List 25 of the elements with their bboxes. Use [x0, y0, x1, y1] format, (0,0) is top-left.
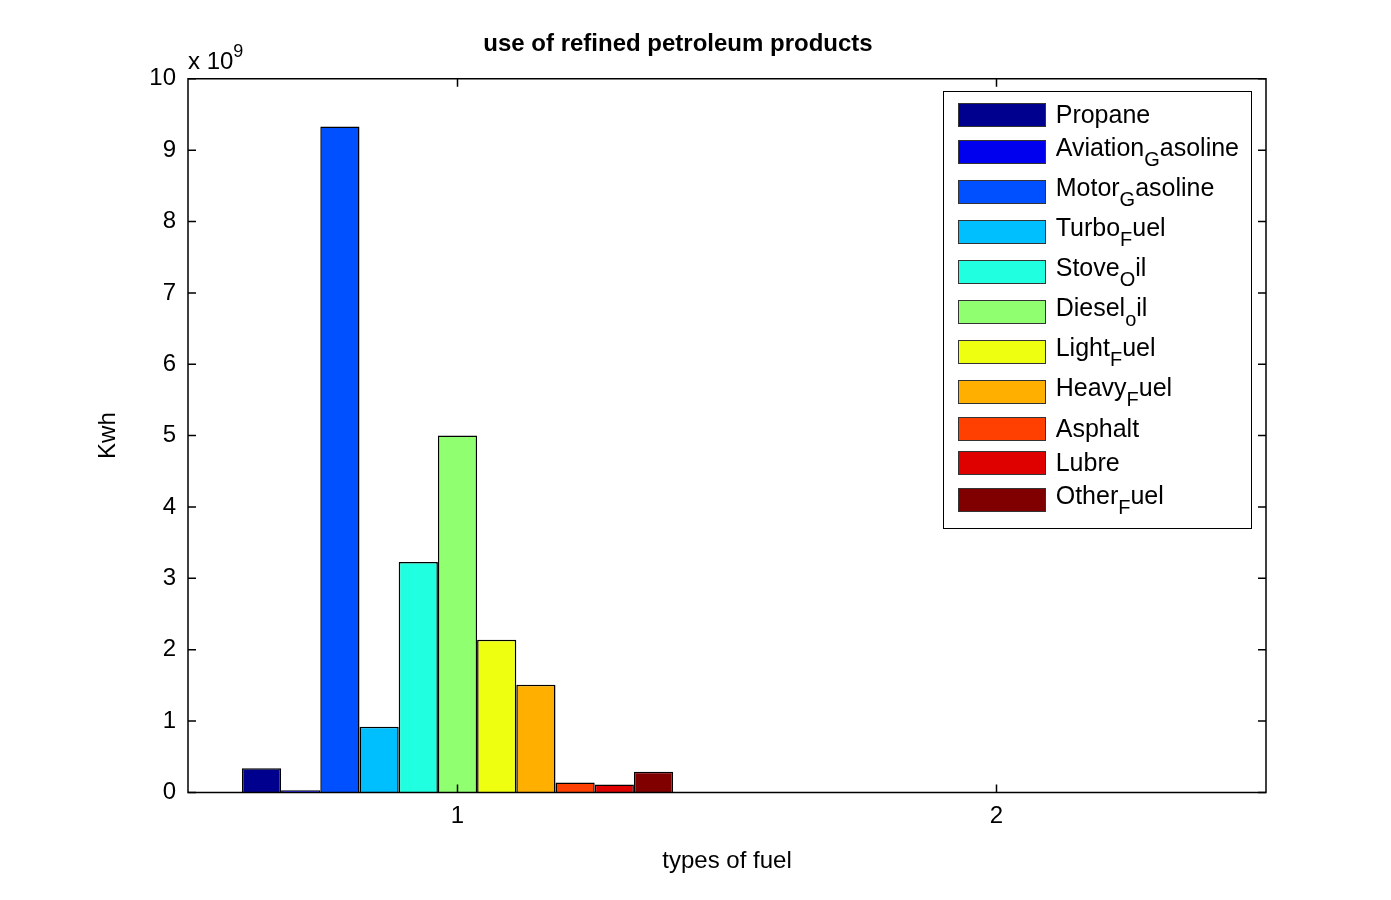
y-tick-label: 1	[162, 705, 176, 733]
y-tick-label: 8	[162, 206, 176, 234]
legend-label: Diesel$_{o}$il	[1055, 292, 1148, 330]
legend-label: Propane	[1055, 100, 1151, 129]
legend-label: Heavy$_{F}$uel	[1055, 372, 1173, 410]
legend-label: Turbo$_{F}$uel	[1055, 212, 1166, 250]
legend-label: Stove$_{O}$il	[1055, 252, 1147, 290]
y-tick-label: 5	[162, 420, 176, 448]
y-axis-title: Kwh	[93, 412, 121, 459]
y-tick-label: 4	[162, 491, 176, 519]
chart-title: use of refined petroleum products	[483, 29, 873, 57]
legend-label: Asphalt	[1055, 414, 1140, 443]
legend-label: Lubre	[1055, 448, 1120, 477]
legend-label: Light$_{F}$uel	[1055, 332, 1156, 370]
legend-label: Aviation$_{G}$asoline	[1055, 132, 1239, 170]
y-tick-label: 10	[149, 63, 176, 91]
x-axis-title: types of fuel	[662, 846, 792, 874]
y-tick-label: 6	[162, 348, 176, 376]
y-tick-label: 2	[162, 634, 176, 662]
legend-label: Motor$_{G}$asoline	[1055, 172, 1215, 210]
y-tick-label: 7	[162, 277, 176, 305]
y-tick-label: 3	[162, 562, 176, 590]
y-tick-label: 9	[162, 134, 176, 162]
y-tick-label: 0	[162, 777, 176, 805]
legend-label: Other$_{F}$uel	[1055, 480, 1164, 518]
